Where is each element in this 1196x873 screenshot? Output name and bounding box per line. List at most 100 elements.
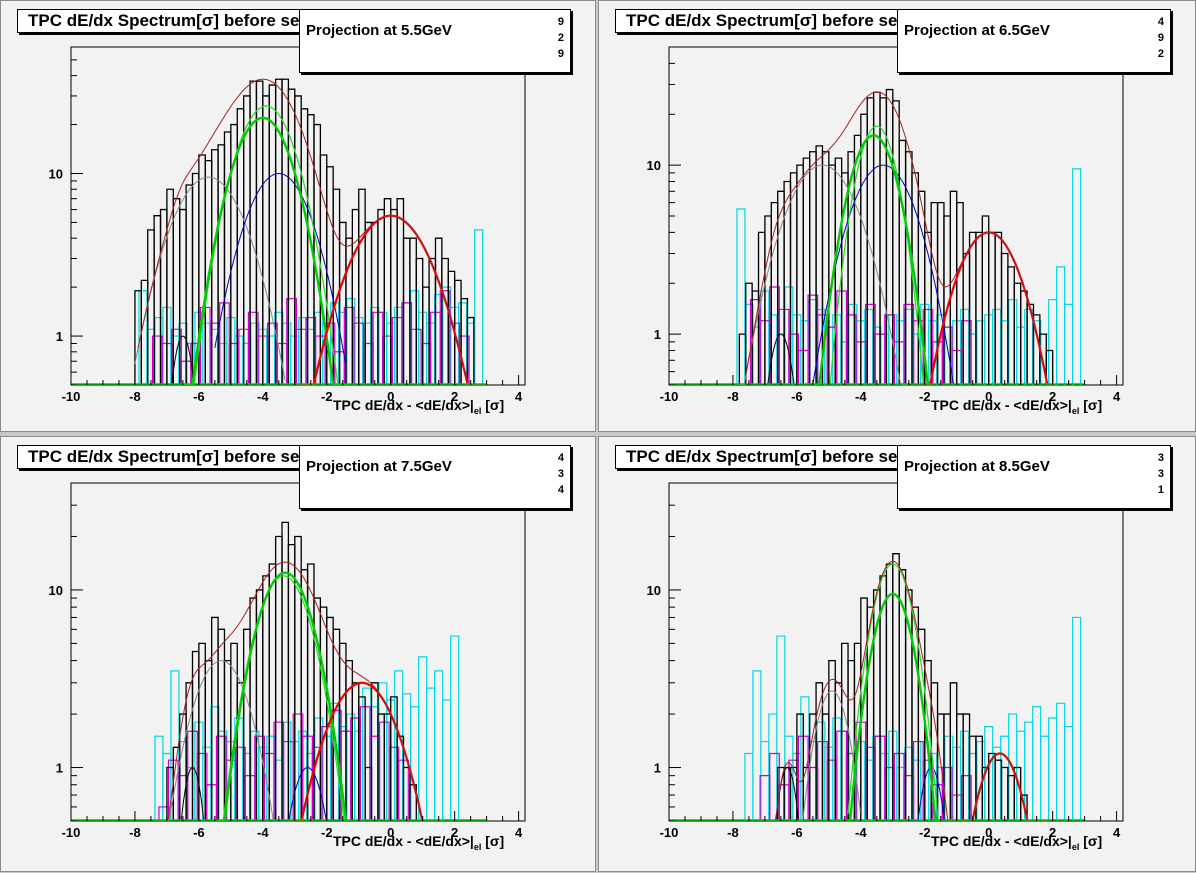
x-tick-label: -10 [62,389,81,404]
data-histogram [134,78,475,385]
hadron-fit-curve-light [847,563,941,821]
x-axis-title-sub: el [473,841,482,852]
electron-candidate-histogram-bin [450,635,460,821]
kaon-fit-curve [160,660,276,821]
stats-value: 4 [557,452,564,464]
plot-area: -10 -8 -6 -4 -2 0 2 4 1 10 [49,482,526,840]
y-axis: 1 10 [647,482,681,822]
plot-pad-1: -10 -8 -6 -4 -2 0 2 4 1 10 TPC dE/dx Spectrum[σ] b… [0,0,596,432]
x-axis-title-unit: [σ] [481,833,505,849]
x-axis-title-unit: [σ] [1079,397,1103,413]
projection-label: Projection at 6.5GeV [904,22,1050,39]
x-axis-title-unit: [σ] [1079,833,1103,849]
stats-box: Projection at 7.5GeV 4 3 4 [299,445,571,509]
x-tick-label: 4 [1113,389,1121,404]
pion-candidate-histogram-bin [941,766,953,821]
data-histogram-bin [466,316,475,385]
stats-box: Projection at 8.5GeV 3 3 1 [897,445,1171,509]
data-histogram [166,521,417,821]
x-axis: -10 -8 -6 -4 -2 0 2 4 [660,375,1121,404]
data-histogram [777,553,1028,821]
plot-area: -10 -8 -6 -4 -2 0 2 4 1 10 [49,46,526,404]
x-tick-label: -8 [727,825,739,840]
x-tick-label: -6 [791,389,803,404]
data-histogram-bin [1020,794,1028,821]
plot-frame [70,482,526,822]
x-axis-title: TPC dE/dx - <dE/dx>|el [σ] [333,833,504,852]
electron-candidate-histogram-bin [776,635,786,821]
plot-pad-4: -10 -8 -6 -4 -2 0 2 4 1 10 TPC dE/dx Spectrum[σ] b… [598,436,1196,872]
x-tick-label: 0 [387,825,394,840]
projection-label: Projection at 7.5GeV [306,458,452,475]
x-tick-label: -6 [193,389,205,404]
stats-value: 2 [1157,48,1164,60]
plot-content [71,78,487,385]
electron-candidate-histogram [736,168,1082,385]
y-tick-label: 1 [654,761,661,776]
x-tick-label: 4 [515,825,523,840]
hadron-fit-curve [218,571,350,821]
x-axis: -10 -8 -6 -4 -2 0 2 4 [660,811,1121,840]
data-histogram [738,88,1054,385]
stats-value: 2 [557,32,564,44]
x-tick-label: -2 [919,389,931,404]
plot-area: -10 -8 -6 -4 -2 0 2 4 1 10 [647,482,1124,840]
x-axis-title-unit: [σ] [481,397,505,413]
x-tick-label: -4 [257,389,269,404]
total-fit-curve [745,91,1056,385]
y-axis: 1 10 [49,46,83,386]
x-axis-title-bar: | [469,397,474,413]
y-tick-label: 10 [49,583,63,598]
x-axis-title-main: TPC dE/dx - <dE/dx> [333,833,470,849]
x-tick-label: 4 [515,389,523,404]
total-fit-curve [137,78,477,385]
electron-candidate-histogram-bin [1072,168,1082,385]
x-tick-label: -8 [129,389,141,404]
x-axis-title-bar: | [1067,833,1072,849]
plot-content [669,553,1085,821]
data-histogram-bin [358,696,366,821]
projection-label: Projection at 5.5GeV [306,22,452,39]
plot-pad-3: -10 -8 -6 -4 -2 0 2 4 1 10 TPC dE/dx Spectrum[σ] b… [0,436,596,872]
x-axis-title-sub: el [1071,405,1080,416]
x-axis-title-main: TPC dE/dx - <dE/dx> [931,833,1068,849]
x-tick-label: 0 [985,389,992,404]
stats-value: 4 [557,484,564,496]
electron-candidate-histogram [744,616,1082,821]
stats-value: 3 [1157,468,1164,480]
pion-candidate-histogram-bin [960,320,972,385]
y-axis: 1 10 [647,46,681,386]
x-tick-label: -10 [660,825,679,840]
x-tick-label: -4 [855,389,867,404]
proton-fit-curve [745,333,823,385]
pion-fit-curve [214,173,347,366]
x-tick-label: 0 [985,825,992,840]
x-tick-label: -2 [919,825,931,840]
x-tick-label: -8 [727,389,739,404]
x-tick-label: -10 [62,825,81,840]
stats-box: Projection at 6.5GeV 4 9 2 [897,9,1171,73]
kaon-fit-curve [739,164,909,385]
total-fit-curve [160,561,442,821]
electron-candidate-histogram-bin [474,229,484,385]
x-axis-title-bar: | [469,833,474,849]
proton-fit-curve [761,766,813,821]
proton-fit-curve [147,335,222,385]
y-tick-label: 10 [49,166,63,181]
x-tick-label: 0 [387,389,394,404]
x-tick-label: -10 [660,389,679,404]
plot-frame [668,482,1124,822]
hadron-fit-curve [848,592,941,821]
x-tick-label: -6 [791,825,803,840]
stats-box: Projection at 5.5GeV 9 2 9 [299,9,571,73]
y-axis: 1 10 [49,482,83,822]
stats-value: 4 [1157,16,1164,28]
plot-content [669,88,1085,385]
x-tick-label: 2 [1049,825,1056,840]
pion-fit-curve [812,164,957,385]
y-tick-label: 1 [56,329,63,344]
y-tick-label: 10 [647,158,661,173]
x-tick-label: -2 [321,825,333,840]
x-axis-title-sub: el [473,405,482,416]
x-tick-label: 2 [451,389,458,404]
